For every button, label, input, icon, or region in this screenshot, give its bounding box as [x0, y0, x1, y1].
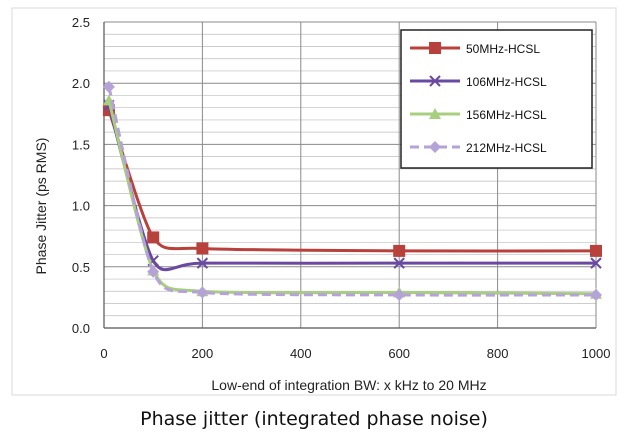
- legend: 50MHz-HCSL 106MHz-HCSL 156MHz-HCSL 212MHz-H…: [400, 29, 593, 169]
- legend-marker: [429, 108, 441, 119]
- data-point: [590, 257, 602, 269]
- legend-label: 156MHz-HCSL: [466, 108, 547, 122]
- y-tick-label: 2.0: [72, 76, 90, 91]
- series-layer: [102, 80, 602, 301]
- data-point: [393, 244, 406, 257]
- legend-label: 212MHz-HCSL: [466, 141, 547, 155]
- x-tick-label: 600: [388, 346, 410, 361]
- legend-marker: [429, 75, 441, 87]
- data-point: [102, 80, 115, 93]
- phase-jitter-chart: 0.0 0.5 1.0 1.5 2.0 2.5 0 200 400 600 800 1000 Phas…: [11, 7, 617, 396]
- x-tick-label: 1000: [582, 346, 611, 361]
- tick-labels: 0.0 0.5 1.0 1.5 2.0 2.5 0 200 400 600 800 1000: [72, 15, 611, 361]
- data-point: [196, 257, 209, 269]
- series-212MHz-HCSL: [102, 80, 602, 301]
- data-point: [196, 286, 209, 299]
- x-tick-label: 200: [192, 346, 214, 361]
- y-axis-title: Phase Jitter (ps RMS): [33, 138, 49, 275]
- x-axis-title: Low-end of integration BW: x kHz to 20 M…: [211, 377, 486, 393]
- data-point: [196, 242, 209, 255]
- chart-border: [11, 7, 617, 396]
- legend-marker: [429, 42, 441, 54]
- x-tick-label: 0: [100, 346, 107, 361]
- figure-caption: Phase jitter (integrated phase noise): [140, 408, 488, 430]
- data-point: [590, 288, 602, 301]
- data-point: [147, 265, 160, 278]
- y-tick-label: 1.0: [72, 199, 90, 214]
- legend-label: 50MHz-HCSL: [466, 42, 540, 56]
- y-tick-label: 1.5: [72, 137, 90, 152]
- legend-marker: [429, 141, 441, 153]
- series-line: [107, 109, 597, 253]
- data-point: [393, 288, 406, 301]
- series-line: [107, 86, 597, 297]
- data-point: [147, 231, 160, 244]
- legend-label: 106MHz-HCSL: [466, 75, 547, 89]
- x-tick-label: 400: [290, 346, 312, 361]
- y-tick-label: 0.5: [72, 260, 90, 275]
- y-tick-label: 2.5: [72, 15, 90, 30]
- grid-lines: [103, 21, 597, 329]
- data-point: [590, 244, 602, 257]
- data-point: [393, 257, 405, 269]
- y-tick-label: 0.0: [72, 321, 90, 336]
- x-tick-label: 800: [487, 346, 509, 361]
- series-50MHz-HCSL: [102, 104, 602, 257]
